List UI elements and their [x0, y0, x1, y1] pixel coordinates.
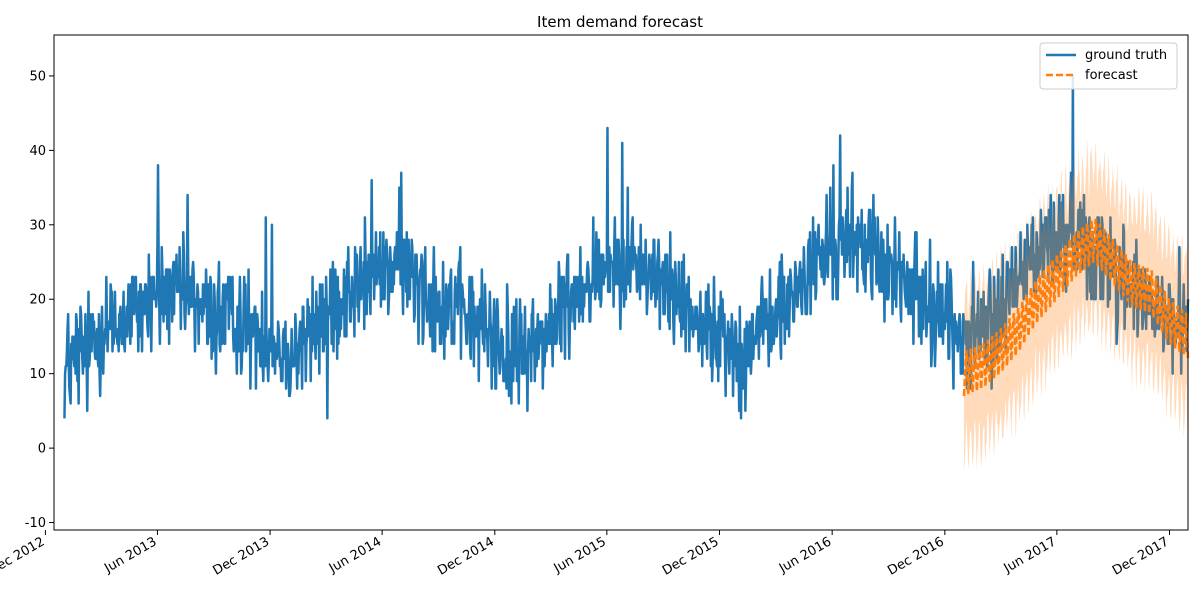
x-tick-label: Dec 2013: [211, 534, 273, 578]
forecast-band: [963, 139, 1188, 474]
plot-frame: [53, 34, 1189, 531]
x-tick-label: Jun 2015: [551, 534, 609, 576]
legend-label-ground-truth: ground truth: [1085, 48, 1167, 63]
y-tick-label: 0: [38, 442, 46, 457]
y-tick-label: 50: [29, 69, 46, 84]
y-tick-label: 30: [29, 218, 46, 233]
x-axis: Dec 2012 Jun 2013 Dec 2013 Jun 2014 Dec 2014…: [0, 530, 1172, 579]
legend-label-forecast: forecast: [1085, 68, 1138, 83]
x-tick-label: Dec 2014: [435, 534, 497, 578]
x-tick-label: Dec 2017: [1110, 534, 1172, 578]
plot-area: [63, 74, 1190, 474]
legend: ground truth forecast: [1039, 42, 1178, 90]
x-tick-label: Jun 2014: [326, 534, 384, 576]
y-axis: -10 0 10 20 30 40 50: [25, 69, 54, 531]
x-tick-label: Dec 2016: [885, 534, 947, 578]
x-tick-label: Jun 2013: [101, 534, 159, 576]
x-tick-label: Dec 2012: [0, 534, 47, 578]
y-tick-label: 10: [29, 367, 46, 382]
series-forecast: [962, 218, 1190, 397]
x-tick-label: Jun 2017: [1001, 534, 1059, 576]
chart-title: Item demand forecast: [537, 13, 703, 31]
y-tick-label: 20: [29, 293, 46, 308]
x-tick-label: Dec 2015: [660, 534, 722, 578]
y-tick-label: 40: [29, 144, 46, 159]
x-tick-label: Jun 2016: [776, 534, 834, 576]
y-tick-label: -10: [25, 516, 46, 531]
